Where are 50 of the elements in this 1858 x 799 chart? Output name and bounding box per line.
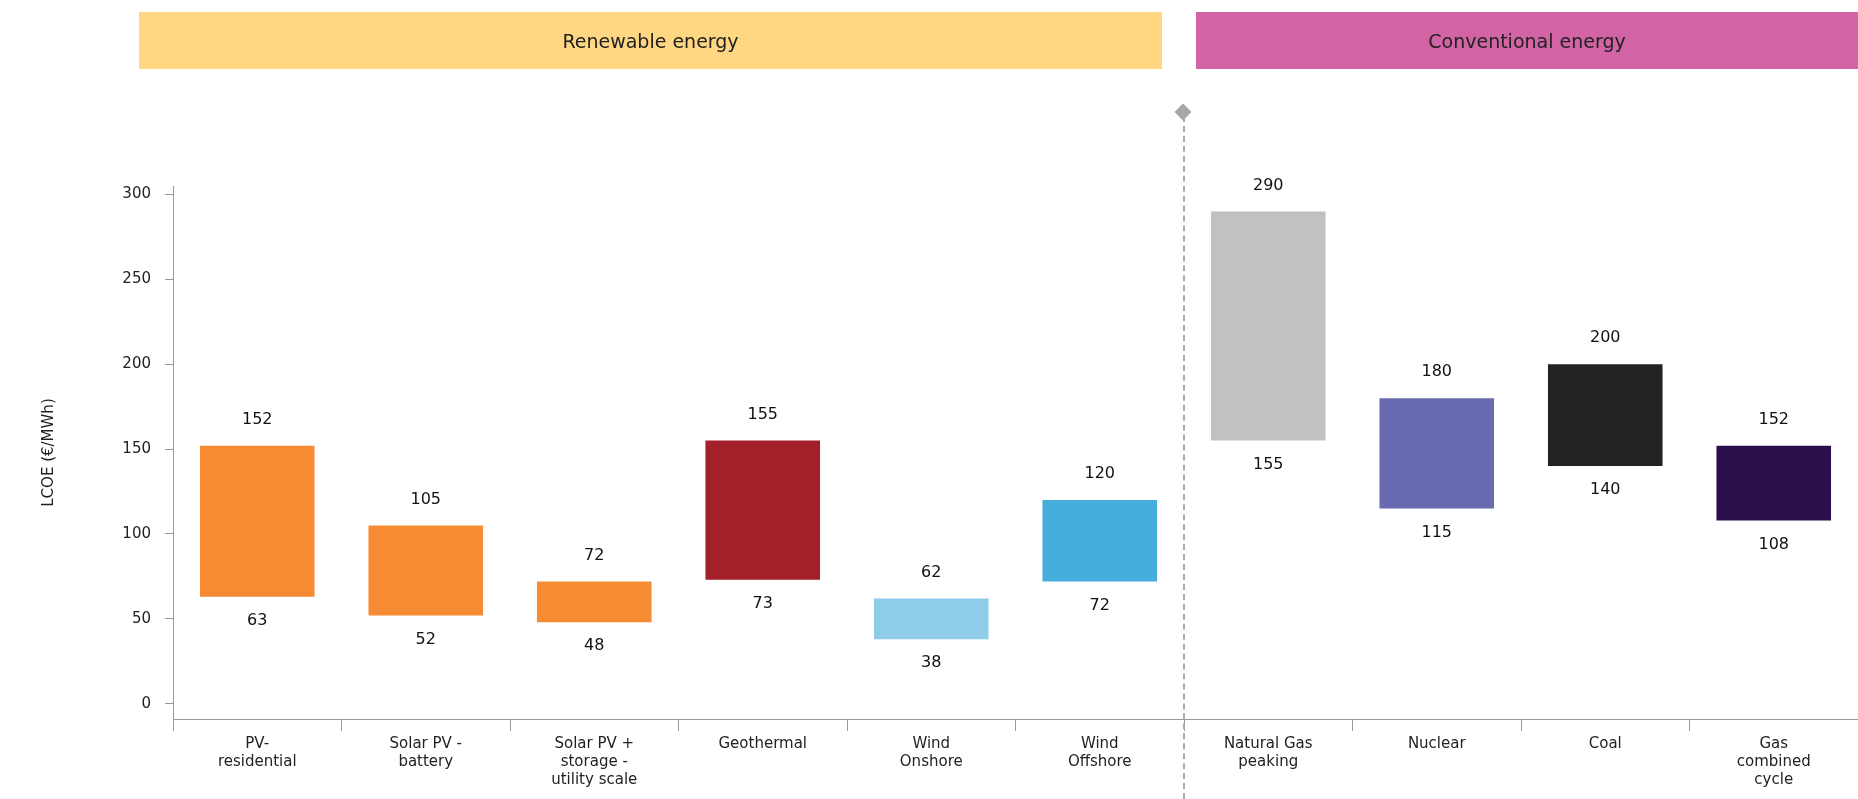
- annotation: 48: [584, 635, 605, 655]
- bar: [1210, 211, 1326, 441]
- bar: [705, 440, 821, 580]
- annotation: 38: [921, 652, 942, 672]
- x-tick-label: PV- residential: [217, 733, 297, 770]
- x-tick-label: Geothermal: [718, 733, 808, 752]
- annotation: 63: [247, 609, 268, 629]
- annotation: 180: [1421, 361, 1453, 381]
- y-tick-label: 150: [122, 439, 151, 457]
- annotation: 152: [241, 408, 273, 428]
- bar: [873, 598, 989, 640]
- x-tick-label: Solar PV + storage - utility scale: [551, 733, 638, 788]
- x-tick-label: Coal: [1588, 733, 1622, 752]
- x-tick-label: Wind Offshore: [1067, 733, 1132, 770]
- annotation: 105: [410, 488, 442, 508]
- annotation: 120: [1084, 463, 1116, 483]
- y-tick-label: 250: [122, 269, 151, 288]
- bar: [536, 581, 652, 623]
- bar: [1716, 445, 1832, 521]
- annotation: 72: [584, 544, 605, 564]
- annotation: 155: [747, 403, 779, 423]
- y-tick-label: 0: [141, 693, 151, 712]
- annotation: 200: [1589, 327, 1621, 347]
- bar: [368, 525, 484, 616]
- bar: [1042, 500, 1158, 582]
- annotation: 108: [1758, 533, 1790, 553]
- x-tick-label: Nuclear: [1407, 733, 1467, 752]
- y-tick-label: 300: [122, 184, 151, 203]
- x-tick-label: Wind Onshore: [899, 733, 963, 770]
- annotation: 115: [1421, 521, 1453, 541]
- annotation: 152: [1758, 408, 1790, 428]
- annotation: 73: [752, 592, 773, 612]
- annotation: 62: [921, 561, 942, 581]
- bar: [1379, 398, 1495, 509]
- annotation: 52: [415, 628, 436, 648]
- y-tick-label: 200: [122, 354, 151, 373]
- annotation: 155: [1252, 453, 1284, 473]
- bar: [199, 445, 315, 597]
- y-tick-label: 100: [122, 523, 151, 542]
- annotation: 290: [1252, 174, 1284, 194]
- text: Renewable energy: [139, 12, 1162, 69]
- x-tick-label: Natural Gas peaking: [1223, 733, 1313, 770]
- y-tick-label: 50: [131, 608, 151, 627]
- x-tick-label: Solar PV - battery: [389, 733, 462, 770]
- y-axis-title: LCOE (€/MWh): [38, 398, 57, 507]
- bar: [1547, 364, 1663, 467]
- annotation: 72: [1089, 594, 1110, 614]
- x-tick-label: Gas combined cycle: [1736, 733, 1811, 788]
- text: Conventional energy: [1196, 12, 1858, 69]
- annotation: 140: [1589, 479, 1621, 499]
